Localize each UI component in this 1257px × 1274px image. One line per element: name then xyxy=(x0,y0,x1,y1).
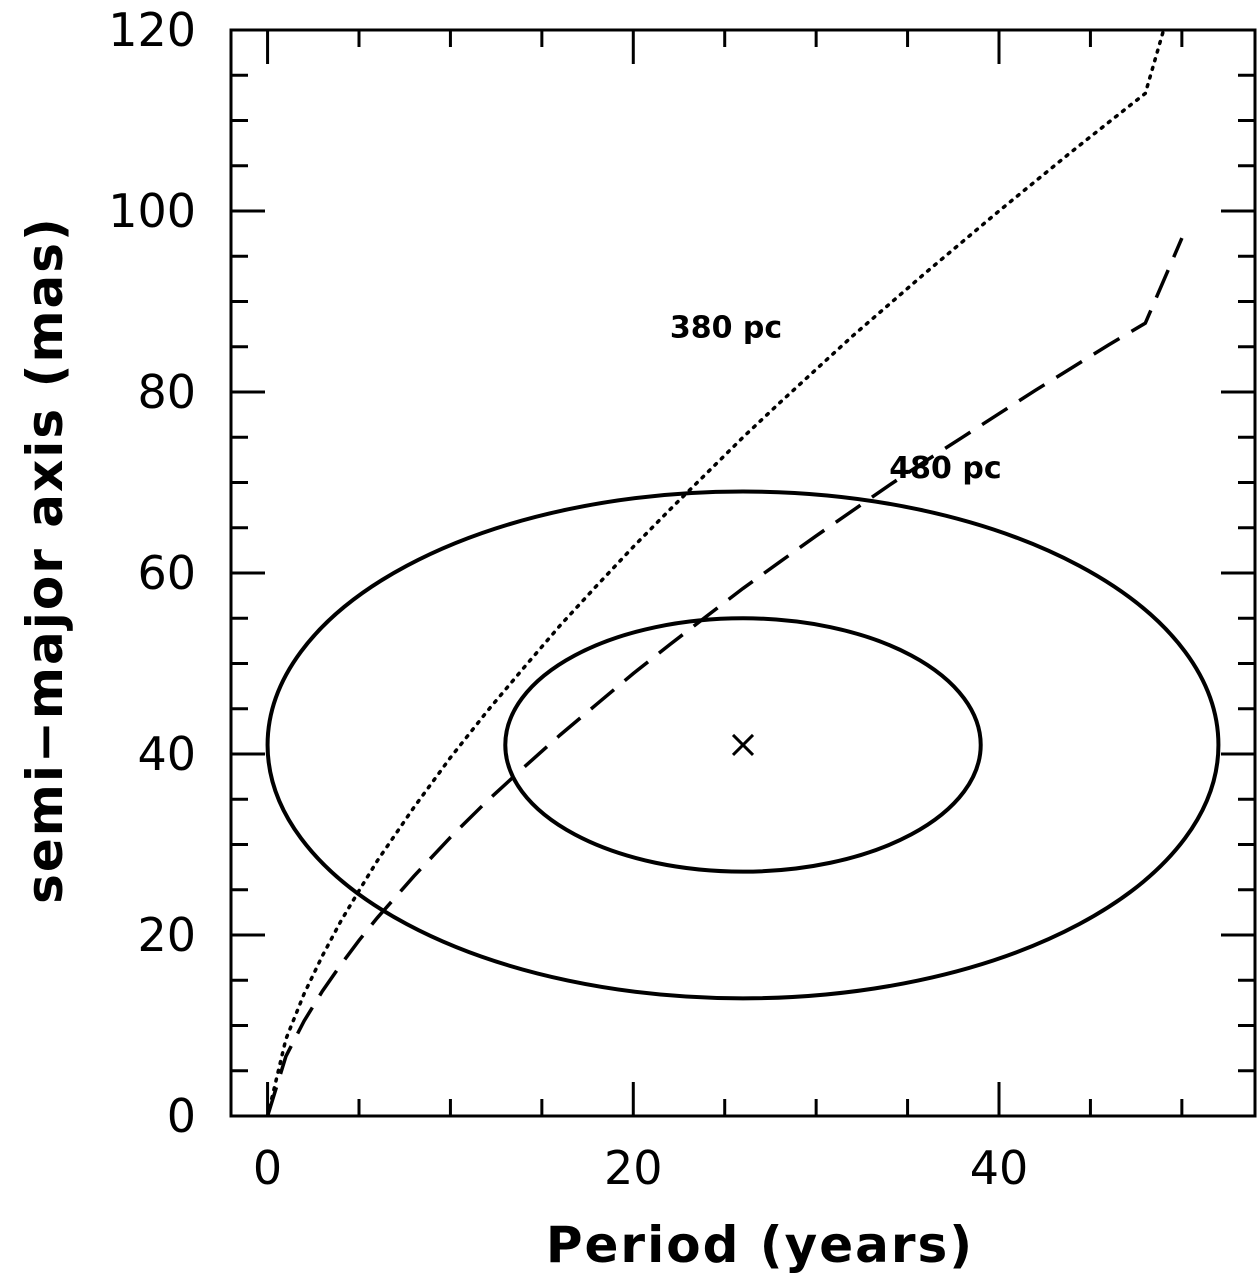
series-line-1 xyxy=(265,30,1166,1116)
y-tick-label: 40 xyxy=(137,727,196,781)
y-axis-title: semi−major axis (mas) xyxy=(16,216,74,904)
series-line-2 xyxy=(265,237,1184,1116)
axis-ticks: 0 20 40 0 20 40 60 80 100 120 380 pc 480 pc xyxy=(108,3,1255,1195)
confidence-ellipse-1 xyxy=(503,616,983,874)
x-tick-label: 0 xyxy=(253,1141,282,1195)
x-axis-title: Period (years) xyxy=(546,1216,974,1274)
y-tick-label: 20 xyxy=(137,908,196,962)
y-tick-label: 60 xyxy=(137,546,196,600)
y-tick-label: 80 xyxy=(137,365,196,419)
y-tick-label: 0 xyxy=(167,1089,196,1143)
best-fit-marker xyxy=(731,733,755,757)
y-tick-label: 120 xyxy=(108,3,196,57)
curve-label-2: 480 pc xyxy=(889,451,1001,486)
x-tick-label: 20 xyxy=(604,1141,663,1195)
plot-area xyxy=(265,30,1221,1116)
curve-label-1: 380 pc xyxy=(670,311,782,346)
y-tick-label: 100 xyxy=(108,184,196,238)
x-tick-label: 40 xyxy=(970,1141,1029,1195)
confidence-ellipse-2 xyxy=(265,489,1221,1001)
